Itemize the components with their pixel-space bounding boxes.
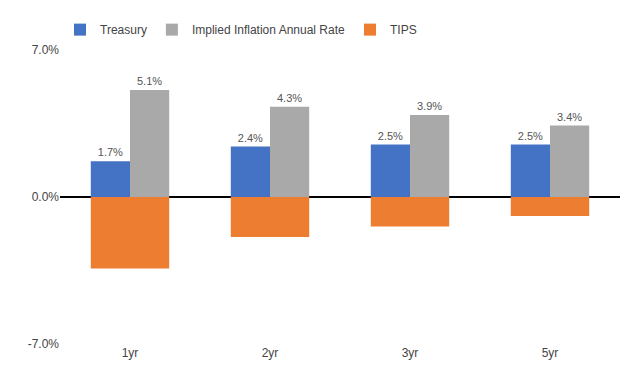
svg-text:Implied Inflation Annual Rate: Implied Inflation Annual Rate <box>192 23 345 37</box>
svg-text:1yr: 1yr <box>122 346 139 360</box>
svg-text:3yr: 3yr <box>402 346 419 360</box>
svg-text:2.5%: 2.5% <box>378 130 403 142</box>
svg-text:7.0%: 7.0% <box>32 43 60 57</box>
svg-text:TIPS: TIPS <box>390 23 417 37</box>
svg-text:4.3%: 4.3% <box>277 92 302 104</box>
svg-text:-7.0%: -7.0% <box>28 337 60 351</box>
svg-text:2yr: 2yr <box>262 346 279 360</box>
svg-text:5.1%: 5.1% <box>137 75 162 87</box>
svg-text:Treasury: Treasury <box>100 23 147 37</box>
svg-text:1.7%: 1.7% <box>98 146 123 158</box>
svg-text:2.4%: 2.4% <box>238 132 263 144</box>
svg-text:3.4%: 3.4% <box>557 111 582 123</box>
svg-text:2.5%: 2.5% <box>518 130 543 142</box>
svg-text:3.9%: 3.9% <box>417 100 442 112</box>
svg-text:5yr: 5yr <box>542 346 559 360</box>
svg-text:0.0%: 0.0% <box>32 190 60 204</box>
